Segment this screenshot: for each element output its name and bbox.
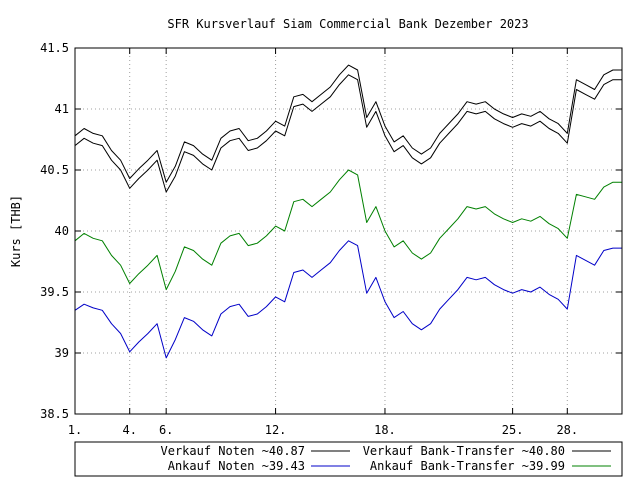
legend-box	[74, 441, 623, 477]
plot-frame	[74, 47, 623, 415]
x-tick-label: 12.	[265, 423, 287, 437]
x-tick-label: 25.	[502, 423, 524, 437]
y-tick-label: 41.5	[40, 41, 69, 55]
grid-lines	[75, 48, 622, 414]
series-line-verkauf-noten	[74, 74, 622, 193]
y-tick-label: 39.5	[40, 285, 69, 299]
series-line-ankauf-bank-transfer	[74, 169, 622, 291]
x-tick-label: 28.	[556, 423, 578, 437]
legend-label-verkauf-noten: Verkauf Noten ~40.87	[161, 444, 306, 458]
series-line-verkauf-bank-transfer	[74, 64, 622, 183]
y-axis: 38.5 39 39.5 40 40.5 41 41.5	[40, 41, 622, 421]
y-tick-label: 41	[55, 102, 69, 116]
y-tick-label: 40.5	[40, 163, 69, 177]
y-tick-label: 38.5	[40, 407, 69, 421]
series-lines	[74, 64, 622, 359]
x-axis: 1. 4. 6. 12. 18. 25. 28.	[68, 48, 578, 437]
series-line-ankauf-noten	[74, 240, 622, 359]
chart-title: SFR Kursverlauf Siam Commercial Bank Dez…	[167, 17, 528, 31]
x-tick-label: 6.	[159, 423, 173, 437]
legend-label-verkauf-bank-transfer: Verkauf Bank-Transfer ~40.80	[363, 444, 565, 458]
x-tick-label: 18.	[374, 423, 396, 437]
y-tick-label: 40	[55, 224, 69, 238]
y-axis-label: Kurs [THB]	[9, 195, 23, 267]
legend-label-ankauf-bank-transfer: Ankauf Bank-Transfer ~39.99	[370, 459, 565, 473]
legend: Verkauf Noten ~40.87 Verkauf Bank-Transf…	[74, 441, 623, 477]
x-tick-label: 1.	[68, 423, 82, 437]
y-tick-label: 39	[55, 346, 69, 360]
legend-label-ankauf-noten: Ankauf Noten ~39.43	[168, 459, 305, 473]
x-tick-label: 4.	[122, 423, 136, 437]
